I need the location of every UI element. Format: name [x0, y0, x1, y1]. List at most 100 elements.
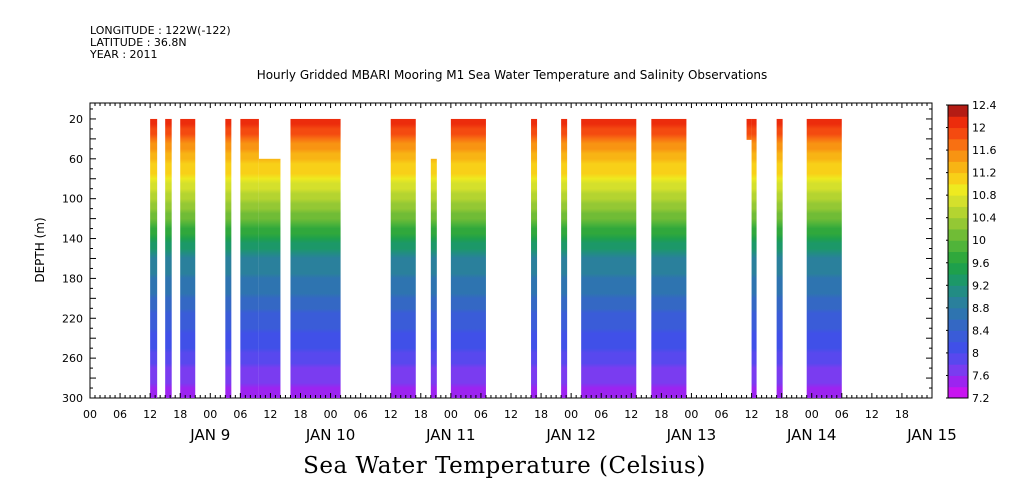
x-hour-tick-label: 12: [263, 408, 277, 421]
colorbar-tick-label: 11.2: [972, 167, 997, 180]
data-segments: [150, 118, 842, 398]
colorbar-band: [948, 138, 968, 151]
x-hour-tick-label: 00: [444, 408, 458, 421]
colorbar-band: [948, 251, 968, 264]
colorbar-tick-label: 8: [972, 347, 979, 360]
colorbar-tick-label: 8.8: [972, 302, 990, 315]
data-segment: [225, 118, 232, 398]
x-hour-tick-label: 18: [775, 408, 789, 421]
x-hour-tick-label: 12: [504, 408, 518, 421]
data-segment: [806, 118, 842, 398]
colorbar-band: [948, 307, 968, 320]
x-day-label: JAN 12: [545, 426, 596, 444]
data-segment: [390, 118, 416, 398]
x-hour-tick-label: 18: [414, 408, 428, 421]
y-tick-label: 20: [69, 113, 83, 126]
data-segment: [776, 118, 783, 398]
x-hour-tick-label: 06: [474, 408, 488, 421]
colorbar-band: [948, 274, 968, 286]
x-hour-tick-label: 06: [354, 408, 368, 421]
colorbar-band: [948, 364, 968, 376]
x-hour-tick-label: 00: [564, 408, 578, 421]
x-day-label: JAN 9: [189, 426, 230, 444]
x-hour-tick-label: 12: [384, 408, 398, 421]
colorbar-band: [948, 296, 968, 309]
x-hour-tick-label: 12: [624, 408, 638, 421]
year-label: YEAR : 2011: [90, 48, 158, 61]
data-segment: [450, 118, 486, 398]
colorbar-band: [948, 150, 968, 162]
colorbar-band: [948, 105, 968, 117]
x-hour-tick-label: 18: [294, 408, 308, 421]
colorbar-tick-label: 7.6: [972, 369, 990, 382]
y-tick-label: 180: [62, 272, 83, 285]
x-hour-tick-label: 12: [745, 408, 759, 421]
x-day-label: JAN 11: [425, 426, 476, 444]
x-hour-tick-label: 06: [233, 408, 247, 421]
y-tick-label: 140: [62, 233, 83, 246]
x-hour-tick-label: 12: [865, 408, 879, 421]
data-segment: [531, 118, 538, 398]
colorbar-tick-label: 12: [972, 122, 986, 135]
colorbar-band: [948, 116, 968, 129]
data-segment: [150, 118, 158, 398]
x-day-label: JAN 15: [906, 426, 957, 444]
data-segment: [290, 118, 341, 398]
colorbar-band: [948, 183, 968, 196]
colorbar-tick-label: 9.2: [972, 279, 990, 292]
colorbar-band: [948, 330, 968, 343]
data-segment: [746, 118, 752, 140]
data-segment: [180, 118, 196, 398]
axes: 00 06 12 18 00 06 12 18 00 06 12 18 00 06 12 18 00 06 12 18…: [62, 103, 957, 444]
colorbar-tick-label: 7.2: [972, 392, 990, 405]
colorbar-band: [948, 195, 968, 207]
x-hour-tick-label: 06: [835, 408, 849, 421]
y-tick-label: 300: [62, 392, 83, 405]
x-day-label: JAN 14: [786, 426, 837, 444]
colorbar-band: [948, 262, 968, 275]
data-segment: [651, 118, 687, 398]
data-segment: [165, 118, 172, 398]
y-axis-label: DEPTH (m): [33, 217, 47, 282]
x-hour-tick-label: 00: [324, 408, 338, 421]
colorbar-band: [948, 386, 968, 399]
longitude-label: LONGITUDE : 122W(-122): [90, 24, 231, 37]
x-hour-tick-label: 00: [203, 408, 217, 421]
colorbar-tick-label: 10.4: [972, 212, 997, 225]
colorbar: 7.2 7.6 8 8.4 8.8 9.2 9.6 10 10.4 10.8 11.2 11.6 12 1…: [946, 99, 997, 405]
bottom-title: Sea Water Temperature (Celsius): [303, 453, 706, 479]
x-hour-tick-label: 18: [173, 408, 187, 421]
x-hour-tick-label: 18: [895, 408, 909, 421]
x-hour-tick-label: 18: [654, 408, 668, 421]
colorbar-tick-label: 10.8: [972, 189, 997, 202]
x-hour-tick-label: 06: [715, 408, 729, 421]
colorbar-band: [948, 206, 968, 219]
colorbar-tick-label: 9.6: [972, 257, 990, 270]
data-segment: [240, 118, 259, 398]
y-tick-label: 260: [62, 352, 83, 365]
colorbar-band: [948, 228, 968, 241]
data-segment: [430, 158, 437, 398]
data-segment: [561, 118, 568, 398]
colorbar-band: [948, 285, 968, 298]
colorbar-band: [948, 375, 968, 388]
colorbar-band: [948, 341, 968, 354]
colorbar-band: [948, 240, 968, 252]
x-hour-tick-label: 00: [684, 408, 698, 421]
data-segment: [581, 118, 637, 398]
colorbar-tick-label: 11.6: [972, 144, 997, 157]
x-hour-tick-label: 00: [805, 408, 819, 421]
chart-title: Hourly Gridded MBARI Mooring M1 Sea Wate…: [256, 68, 768, 82]
latitude-label: LATITUDE : 36.8N: [90, 36, 187, 49]
colorbar-band: [948, 217, 968, 230]
colorbar-band: [948, 127, 968, 140]
x-hour-tick-label: 12: [143, 408, 157, 421]
y-tick-label: 60: [69, 153, 83, 166]
colorbar-tick-label: 8.4: [972, 324, 990, 337]
colorbar-tick-label: 12.4: [972, 99, 997, 112]
x-hour-tick-label: 18: [534, 408, 548, 421]
plot-frame: [89, 102, 933, 399]
colorbar-band: [948, 172, 968, 185]
colorbar-band: [948, 161, 968, 174]
